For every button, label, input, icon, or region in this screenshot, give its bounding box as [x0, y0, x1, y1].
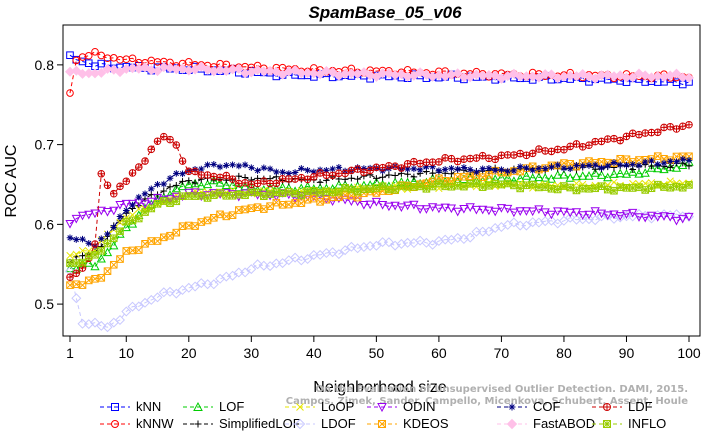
- y-tick-label-1: 0.6: [35, 216, 55, 232]
- x-tick-label-7: 70: [494, 345, 510, 361]
- y-tick-label-0: 0.5: [35, 296, 55, 312]
- legend-label-loop: LoOP: [321, 399, 354, 414]
- x-tick-label-2: 20: [181, 345, 197, 361]
- watermark-line-1: On the Evaluation of Unsupervised Outlie…: [315, 384, 688, 395]
- legend-item-knn: kNN: [100, 399, 161, 414]
- x-axis: 1 10 20 30 40 50 60 70 80 90 100: [66, 336, 701, 361]
- legend-item-cof: COF: [497, 399, 561, 414]
- legend-label-simplifiedlof: SimplifiedLOF: [219, 416, 301, 431]
- legend-label-knn: kNN: [136, 399, 161, 414]
- legend: kNN kNNW LOF SimplifiedLOF LoOP LDOF ODIN KDEOS…: [100, 399, 666, 431]
- legend-item-simplifiedlof: SimplifiedLOF: [183, 416, 301, 431]
- legend-label-kdeos: KDEOS: [403, 416, 449, 431]
- series-markers-inflo: [66, 179, 693, 267]
- chart-title: SpamBase_05_v06: [308, 3, 462, 22]
- series-markers-fastabod: [64, 61, 695, 84]
- y-axis: 0.5 0.6 0.7 0.8: [35, 57, 63, 312]
- legend-label-odin: ODIN: [403, 399, 436, 414]
- series-line-ldof: [69, 213, 690, 328]
- x-tick-label-10: 100: [677, 345, 701, 361]
- plot-frame: [62, 24, 701, 337]
- series-line-kdeos: [69, 155, 689, 286]
- series-ldof: [64, 208, 695, 333]
- x-tick-label-5: 50: [369, 345, 385, 361]
- legend-item-odin: ODIN: [367, 399, 436, 414]
- x-tick-label-0: 1: [66, 345, 74, 361]
- x-tick-label-8: 80: [556, 345, 572, 361]
- legend-label-fastabod: FastABOD: [533, 416, 595, 431]
- watermark-line-2: Campos, Zimek, Sander, Campello, Micenko…: [286, 396, 688, 407]
- y-tick-label-3: 0.8: [35, 57, 55, 73]
- legend-item-ldf: LDF: [592, 399, 653, 414]
- legend-label-inflo: INFLO: [628, 416, 666, 431]
- legend-label-lof: LOF: [219, 399, 244, 414]
- legend-item-knnw: kNNW: [100, 416, 174, 431]
- legend-item-fastabod: FastABOD: [497, 416, 595, 431]
- series-markers-ldf: [66, 120, 693, 281]
- legend-label-ldf: LDF: [628, 399, 653, 414]
- x-tick-label-6: 60: [431, 345, 447, 361]
- legend-item-lof: LOF: [183, 399, 244, 414]
- x-axis-label: Neighborhood size: [313, 379, 447, 396]
- legend-label-knnw: kNNW: [136, 416, 174, 431]
- x-tick-label-3: 30: [244, 345, 260, 361]
- series-layer: [64, 47, 695, 333]
- series-fastabod: [64, 61, 695, 84]
- series-line-ldf: [69, 124, 690, 278]
- y-axis-label: ROC AUC: [3, 145, 20, 218]
- legend-item-inflo: INFLO: [592, 416, 666, 431]
- legend-item-loop: LoOP: [285, 399, 354, 414]
- legend-label-cof: COF: [533, 399, 561, 414]
- x-tick-label-1: 10: [118, 345, 134, 361]
- x-tick-label-4: 40: [306, 345, 322, 361]
- series-ldf: [66, 120, 693, 281]
- legend-label-ldof: LDOF: [321, 416, 356, 431]
- x-tick-label-9: 90: [619, 345, 635, 361]
- series-inflo: [66, 179, 693, 267]
- legend-item-ldof: LDOF: [285, 416, 356, 431]
- series-markers-ldof: [64, 208, 695, 333]
- legend-item-kdeos: KDEOS: [367, 416, 449, 431]
- y-tick-label-2: 0.7: [35, 137, 55, 153]
